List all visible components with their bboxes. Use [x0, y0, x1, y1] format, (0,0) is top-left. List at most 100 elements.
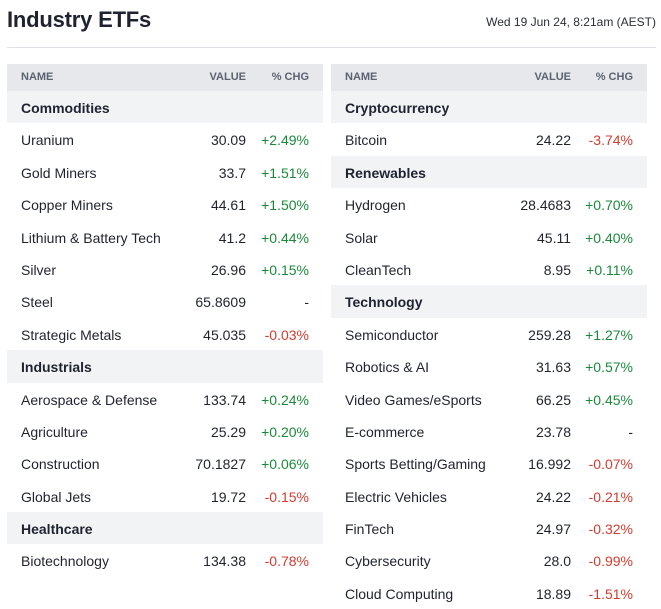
etf-percent-change: -0.15% [264, 488, 309, 505]
etf-name[interactable]: Robotics & AI [345, 359, 430, 376]
etf-value: 134.38 [203, 553, 246, 570]
etf-percent-change: -0.03% [264, 326, 309, 343]
etf-value: 25.29 [210, 423, 246, 440]
etf-name[interactable]: Lithium & Battery Tech [21, 229, 161, 246]
etf-value: 70.1827 [195, 456, 246, 473]
etf-value: 8.95 [543, 261, 571, 278]
etf-name[interactable]: CleanTech [345, 261, 412, 278]
column-header-change[interactable]: % CHG [595, 71, 633, 83]
table-row[interactable]: Semiconductor 259.28 +1.27% [331, 318, 647, 350]
etf-name[interactable]: Hydrogen [345, 197, 406, 214]
etf-name[interactable]: Semiconductor [345, 326, 439, 343]
etf-percent-change: +0.45% [585, 391, 633, 408]
category-row: Industrials [7, 350, 323, 383]
etf-name[interactable]: Bitcoin [345, 132, 388, 149]
left-etf-table: NAME VALUE % CHG Commodities Uranium 30.09… [7, 64, 323, 577]
table-row[interactable]: Global Jets 19.72 -0.15% [7, 480, 323, 512]
table-row[interactable]: Video Games/eSports 66.25 +0.45% [331, 383, 647, 415]
etf-value: 65.8609 [195, 294, 246, 311]
table-row[interactable]: Gold Miners 33.7 +1.51% [7, 156, 323, 188]
table-row[interactable]: Silver 26.96 +0.15% [7, 253, 323, 285]
etf-percent-change: +0.15% [261, 261, 309, 278]
etf-value: 24.22 [535, 488, 571, 505]
etf-name[interactable]: Cloud Computing [345, 585, 454, 602]
etf-value: 31.63 [535, 359, 571, 376]
etf-name[interactable]: Video Games/eSports [345, 391, 482, 408]
etf-percent-change: - [628, 423, 633, 440]
category-row: Commodities [7, 91, 323, 124]
etf-value: 24.97 [535, 521, 571, 538]
table-row[interactable]: Copper Miners 44.61 +1.50% [7, 188, 323, 220]
table-row[interactable]: Agriculture 25.29 +0.20% [7, 415, 323, 447]
column-header-change[interactable]: % CHG [271, 71, 309, 83]
category-label: Industrials [21, 359, 92, 376]
etf-value: 45.11 [537, 229, 571, 246]
etf-name[interactable]: E-commerce [345, 423, 425, 440]
etf-name[interactable]: Gold Miners [21, 164, 97, 181]
etf-value: 28.4683 [520, 197, 571, 214]
etf-percent-change: +0.40% [585, 229, 633, 246]
etf-percent-change: +0.70% [585, 197, 633, 214]
etf-percent-change: -0.07% [588, 456, 633, 473]
table-row[interactable]: Uranium 30.09 +2.49% [7, 123, 323, 155]
table-row[interactable]: E-commerce 23.78 - [331, 415, 647, 447]
table-row[interactable]: Biotechnology 134.38 -0.78% [7, 544, 323, 576]
etf-name[interactable]: Silver [21, 261, 57, 278]
table-row[interactable]: Cloud Computing 18.89 -1.51% [331, 577, 647, 609]
etf-name[interactable]: Global Jets [21, 488, 92, 505]
table-row[interactable]: Steel 65.8609 - [7, 285, 323, 317]
etf-name[interactable]: Agriculture [21, 423, 88, 440]
etf-name[interactable]: Uranium [21, 132, 74, 149]
etf-value: 23.78 [535, 423, 571, 440]
etf-percent-change: -0.99% [588, 553, 633, 570]
etf-percent-change: -0.78% [264, 553, 309, 570]
category-label: Technology [345, 294, 423, 311]
etf-name[interactable]: Aerospace & Defense [21, 391, 158, 408]
category-label: Commodities [21, 100, 110, 116]
etf-percent-change: -3.74% [588, 132, 633, 149]
column-header-value[interactable]: VALUE [534, 71, 571, 83]
category-label: Renewables [345, 164, 426, 181]
etf-name[interactable]: Steel [21, 294, 53, 311]
etf-name[interactable]: Construction [21, 456, 100, 473]
etf-name[interactable]: Solar [345, 229, 378, 246]
table-row[interactable]: Strategic Metals 45.035 -0.03% [7, 318, 323, 350]
table-row[interactable]: Lithium & Battery Tech 41.2 +0.44% [7, 221, 323, 253]
table-row[interactable]: Construction 70.1827 +0.06% [7, 447, 323, 479]
page-header: Industry ETFs Wed 19 Jun 24, 8:21am (AES… [7, 0, 656, 48]
etf-name[interactable]: Cybersecurity [345, 553, 431, 570]
table-row[interactable]: Electric Vehicles 24.22 -0.21% [331, 480, 647, 512]
column-header-name[interactable]: NAME [345, 71, 378, 83]
etf-percent-change: +0.20% [261, 423, 309, 440]
table-row[interactable]: FinTech 24.97 -0.32% [331, 512, 647, 544]
table-row[interactable]: Sports Betting/Gaming 16.992 -0.07% [331, 447, 647, 479]
etf-value: 66.25 [535, 391, 571, 408]
table-row[interactable]: CleanTech 8.95 +0.11% [331, 253, 647, 285]
table-row[interactable]: Bitcoin 24.22 -3.74% [331, 123, 647, 155]
etf-name[interactable]: Biotechnology [21, 553, 109, 570]
table-row[interactable]: Hydrogen 28.4683 +0.70% [331, 188, 647, 220]
etf-value: 28.0 [543, 553, 571, 570]
etf-name[interactable]: Electric Vehicles [345, 488, 447, 505]
column-header-name[interactable]: NAME [21, 71, 54, 83]
etf-percent-change: -1.51% [588, 585, 633, 602]
etf-value: 44.61 [210, 197, 246, 214]
etf-percent-change: +1.50% [261, 197, 309, 214]
table-row[interactable]: Aerospace & Defense 133.74 +0.24% [7, 383, 323, 415]
etf-name[interactable]: FinTech [345, 521, 395, 538]
table-row[interactable]: Robotics & AI 31.63 +0.57% [331, 350, 647, 382]
table-header: NAME VALUE % CHG [331, 64, 647, 91]
etf-name[interactable]: Sports Betting/Gaming [345, 456, 486, 473]
etf-value: 19.72 [210, 488, 246, 505]
table-row[interactable]: Cybersecurity 28.0 -0.99% [331, 544, 647, 576]
etf-value: 259.28 [528, 326, 571, 343]
etf-percent-change: - [304, 294, 309, 311]
etf-value: 133.74 [203, 391, 246, 408]
table-row[interactable]: Solar 45.11 +0.40% [331, 221, 647, 253]
etf-value: 41.2 [218, 229, 246, 246]
column-header-value[interactable]: VALUE [209, 71, 246, 83]
category-row: Technology [331, 285, 647, 318]
etf-name[interactable]: Copper Miners [21, 197, 113, 214]
etf-name[interactable]: Strategic Metals [21, 326, 122, 343]
etf-percent-change: +0.57% [585, 359, 633, 376]
